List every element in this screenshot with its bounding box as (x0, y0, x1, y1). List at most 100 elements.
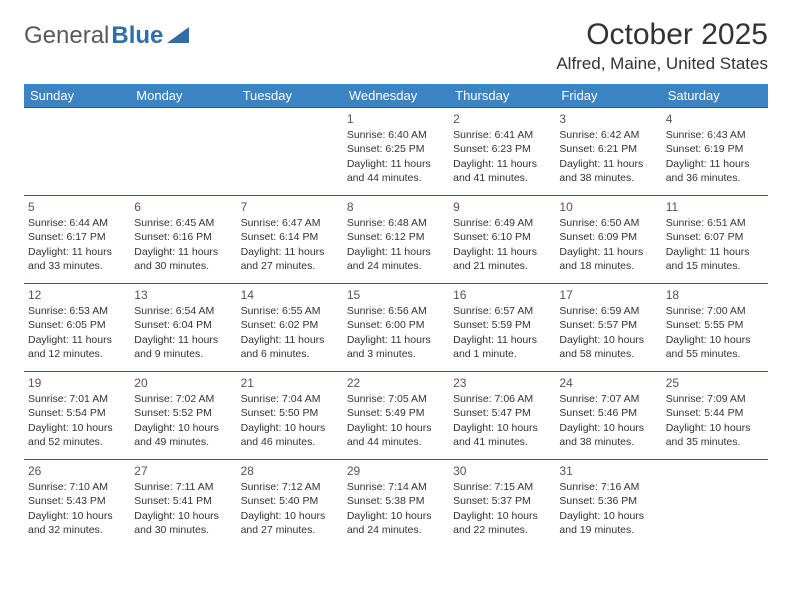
day-number: 13 (134, 287, 232, 303)
daylight-line: Daylight: 10 hours and 38 minutes. (559, 421, 657, 449)
daylight-line: Daylight: 10 hours and 41 minutes. (453, 421, 551, 449)
sunset-line: Sunset: 5:47 PM (453, 406, 551, 420)
sunset-line: Sunset: 6:16 PM (134, 230, 232, 244)
sunrise-line: Sunrise: 7:04 AM (241, 392, 339, 406)
calendar-cell: 16Sunrise: 6:57 AMSunset: 5:59 PMDayligh… (449, 284, 555, 372)
daylight-line: Daylight: 10 hours and 55 minutes. (666, 333, 764, 361)
daylight-line: Daylight: 10 hours and 22 minutes. (453, 509, 551, 537)
sunrise-line: Sunrise: 7:09 AM (666, 392, 764, 406)
calendar-cell (130, 108, 236, 196)
daylight-line: Daylight: 11 hours and 24 minutes. (347, 245, 445, 273)
sunset-line: Sunset: 5:55 PM (666, 318, 764, 332)
sunset-line: Sunset: 5:44 PM (666, 406, 764, 420)
sunset-line: Sunset: 5:59 PM (453, 318, 551, 332)
sunrise-line: Sunrise: 6:59 AM (559, 304, 657, 318)
calendar-table: SundayMondayTuesdayWednesdayThursdayFrid… (24, 84, 768, 548)
daylight-line: Daylight: 11 hours and 36 minutes. (666, 157, 764, 185)
daylight-line: Daylight: 11 hours and 1 minute. (453, 333, 551, 361)
sunrise-line: Sunrise: 6:48 AM (347, 216, 445, 230)
calendar-cell: 20Sunrise: 7:02 AMSunset: 5:52 PMDayligh… (130, 372, 236, 460)
sunrise-line: Sunrise: 6:42 AM (559, 128, 657, 142)
sunrise-line: Sunrise: 6:44 AM (28, 216, 126, 230)
calendar-cell: 14Sunrise: 6:55 AMSunset: 6:02 PMDayligh… (237, 284, 343, 372)
day-number: 1 (347, 111, 445, 127)
daylight-line: Daylight: 11 hours and 15 minutes. (666, 245, 764, 273)
sunset-line: Sunset: 5:40 PM (241, 494, 339, 508)
sunset-line: Sunset: 5:52 PM (134, 406, 232, 420)
sunrise-line: Sunrise: 6:45 AM (134, 216, 232, 230)
daylight-line: Daylight: 10 hours and 46 minutes. (241, 421, 339, 449)
sunset-line: Sunset: 6:04 PM (134, 318, 232, 332)
calendar-cell (662, 460, 768, 548)
calendar-row: 19Sunrise: 7:01 AMSunset: 5:54 PMDayligh… (24, 372, 768, 460)
day-number: 3 (559, 111, 657, 127)
sunset-line: Sunset: 5:50 PM (241, 406, 339, 420)
calendar-cell: 13Sunrise: 6:54 AMSunset: 6:04 PMDayligh… (130, 284, 236, 372)
sunset-line: Sunset: 5:41 PM (134, 494, 232, 508)
day-number: 17 (559, 287, 657, 303)
day-number: 15 (347, 287, 445, 303)
calendar-cell: 25Sunrise: 7:09 AMSunset: 5:44 PMDayligh… (662, 372, 768, 460)
calendar-cell: 22Sunrise: 7:05 AMSunset: 5:49 PMDayligh… (343, 372, 449, 460)
calendar-cell: 9Sunrise: 6:49 AMSunset: 6:10 PMDaylight… (449, 196, 555, 284)
daylight-line: Daylight: 10 hours and 58 minutes. (559, 333, 657, 361)
brand-general: General (24, 22, 109, 50)
title-block: October 2025 Alfred, Maine, United State… (556, 18, 768, 74)
brand-logo: General Blue (24, 22, 189, 50)
sunrise-line: Sunrise: 6:54 AM (134, 304, 232, 318)
day-number: 8 (347, 199, 445, 215)
sunrise-line: Sunrise: 7:10 AM (28, 480, 126, 494)
sunrise-line: Sunrise: 7:00 AM (666, 304, 764, 318)
daylight-line: Daylight: 10 hours and 52 minutes. (28, 421, 126, 449)
calendar-cell: 7Sunrise: 6:47 AMSunset: 6:14 PMDaylight… (237, 196, 343, 284)
sunrise-line: Sunrise: 7:02 AM (134, 392, 232, 406)
sunrise-line: Sunrise: 7:16 AM (559, 480, 657, 494)
sunrise-line: Sunrise: 6:56 AM (347, 304, 445, 318)
day-number: 5 (28, 199, 126, 215)
daylight-line: Daylight: 11 hours and 33 minutes. (28, 245, 126, 273)
sunrise-line: Sunrise: 6:40 AM (347, 128, 445, 142)
calendar-cell: 18Sunrise: 7:00 AMSunset: 5:55 PMDayligh… (662, 284, 768, 372)
day-number: 14 (241, 287, 339, 303)
calendar-cell: 21Sunrise: 7:04 AMSunset: 5:50 PMDayligh… (237, 372, 343, 460)
sunset-line: Sunset: 6:19 PM (666, 142, 764, 156)
day-number: 18 (666, 287, 764, 303)
calendar-row: 26Sunrise: 7:10 AMSunset: 5:43 PM Dayligh… (24, 460, 768, 548)
calendar-cell: 10Sunrise: 6:50 AMSunset: 6:09 PMDayligh… (555, 196, 661, 284)
day-number: 11 (666, 199, 764, 215)
brand-blue: Blue (111, 22, 163, 50)
sunrise-line: Sunrise: 7:06 AM (453, 392, 551, 406)
sunrise-line: Sunrise: 6:49 AM (453, 216, 551, 230)
day-number: 20 (134, 375, 232, 391)
calendar-cell (237, 108, 343, 196)
daylight-line: Daylight: 10 hours and 35 minutes. (666, 421, 764, 449)
sunset-line: Sunset: 5:38 PM (347, 494, 445, 508)
day-number: 12 (28, 287, 126, 303)
sunset-line: Sunset: 6:21 PM (559, 142, 657, 156)
sunset-line: Sunset: 6:00 PM (347, 318, 445, 332)
day-number: 26 (28, 463, 126, 479)
weekday-header: Saturday (662, 84, 768, 108)
sunset-line: Sunset: 5:43 PM (28, 494, 126, 508)
day-number: 30 (453, 463, 551, 479)
calendar-cell: 11Sunrise: 6:51 AMSunset: 6:07 PMDayligh… (662, 196, 768, 284)
daylight-line: Daylight: 10 hours and 30 minutes. (134, 509, 232, 537)
daylight-line: Daylight: 11 hours and 9 minutes. (134, 333, 232, 361)
daylight-line: Daylight: 11 hours and 21 minutes. (453, 245, 551, 273)
day-number: 16 (453, 287, 551, 303)
day-number: 28 (241, 463, 339, 479)
day-number: 6 (134, 199, 232, 215)
day-number: 22 (347, 375, 445, 391)
daylight-line: Daylight: 11 hours and 27 minutes. (241, 245, 339, 273)
weekday-header: Sunday (24, 84, 130, 108)
sunrise-line: Sunrise: 7:01 AM (28, 392, 126, 406)
sunrise-line: Sunrise: 7:12 AM (241, 480, 339, 494)
calendar-cell: 19Sunrise: 7:01 AMSunset: 5:54 PMDayligh… (24, 372, 130, 460)
sunset-line: Sunset: 6:05 PM (28, 318, 126, 332)
calendar-cell: 4Sunrise: 6:43 AMSunset: 6:19 PMDaylight… (662, 108, 768, 196)
sunset-line: Sunset: 6:09 PM (559, 230, 657, 244)
daylight-line: Daylight: 11 hours and 44 minutes. (347, 157, 445, 185)
day-number: 7 (241, 199, 339, 215)
sunset-line: Sunset: 6:10 PM (453, 230, 551, 244)
sunrise-line: Sunrise: 6:47 AM (241, 216, 339, 230)
